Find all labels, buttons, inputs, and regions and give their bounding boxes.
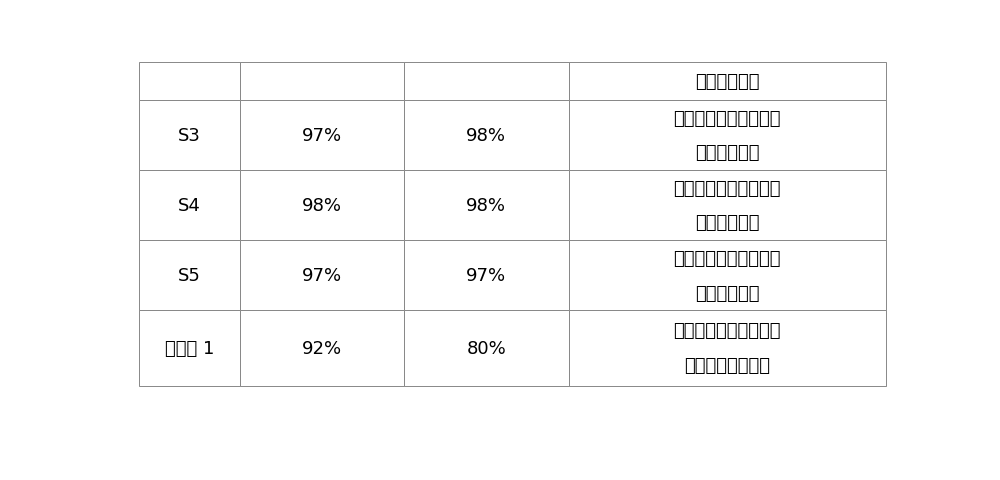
Text: 易燃，电池极化大，不
能抑制锂枝晶生长: 易燃，电池极化大，不 能抑制锂枝晶生长 <box>674 322 781 374</box>
Text: 制锂枝晶生长: 制锂枝晶生长 <box>695 73 760 91</box>
Bar <box>139 101 240 171</box>
Bar <box>139 311 240 386</box>
Text: S5: S5 <box>178 266 201 285</box>
Text: S4: S4 <box>178 197 201 215</box>
Bar <box>240 63 404 101</box>
Bar <box>569 101 886 171</box>
Bar <box>404 101 569 171</box>
Text: 难燃，电池极化小，抑
制锂枝晶生长: 难燃，电池极化小，抑 制锂枝晶生长 <box>674 180 781 232</box>
Bar <box>404 171 569 240</box>
Bar <box>240 101 404 171</box>
Bar <box>139 240 240 311</box>
Bar <box>139 171 240 240</box>
Bar <box>139 63 240 101</box>
Bar <box>404 240 569 311</box>
Text: 98%: 98% <box>302 197 342 215</box>
Text: 97%: 97% <box>302 127 342 145</box>
Bar <box>240 171 404 240</box>
Text: 难燃，电池极化小，抑
制锂枝晶生长: 难燃，电池极化小，抑 制锂枝晶生长 <box>674 109 781 162</box>
Text: 92%: 92% <box>302 339 342 357</box>
Bar <box>569 171 886 240</box>
Bar <box>240 240 404 311</box>
Text: 难燃，电池极化小，抑
制锂枝晶生长: 难燃，电池极化小，抑 制锂枝晶生长 <box>674 249 781 302</box>
Text: 97%: 97% <box>466 266 506 285</box>
Text: 97%: 97% <box>302 266 342 285</box>
Bar <box>569 240 886 311</box>
Bar <box>569 311 886 386</box>
Text: 98%: 98% <box>466 127 506 145</box>
Bar <box>240 311 404 386</box>
Text: 98%: 98% <box>466 197 506 215</box>
Text: 对比例 1: 对比例 1 <box>165 339 214 357</box>
Text: 80%: 80% <box>466 339 506 357</box>
Text: S3: S3 <box>178 127 201 145</box>
Bar <box>404 311 569 386</box>
Bar <box>404 63 569 101</box>
Bar <box>569 63 886 101</box>
